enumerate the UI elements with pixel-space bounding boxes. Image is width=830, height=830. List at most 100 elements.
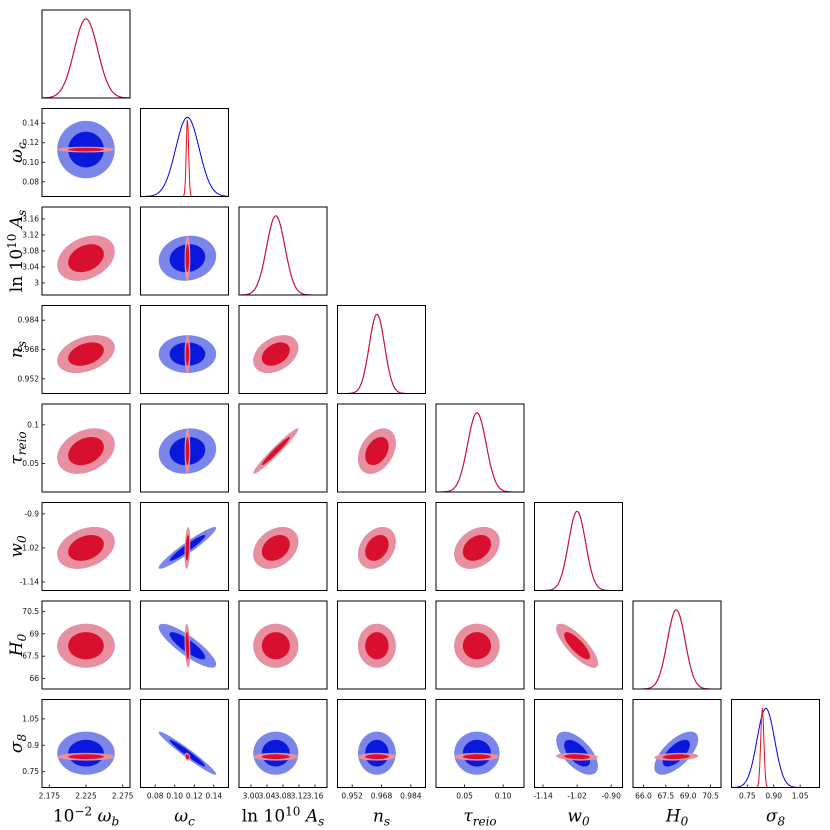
contour-68-red [68, 244, 104, 273]
x-axis-label-ln10As: ln 1010 As [242, 805, 325, 829]
panel-2d-w_0-sigma_8: -1.14 -1.02 -0.90 [533, 699, 623, 801]
posterior-curve-blue [239, 215, 327, 295]
contour-68-red [365, 754, 389, 760]
contour-68-red [185, 632, 190, 660]
contour-68-red [185, 244, 190, 273]
panel-2d-omega_b-n_s: 0.952 0.968 0.984 [18, 305, 131, 394]
panel-frame [731, 699, 820, 788]
panel-1d-w_0 [534, 502, 623, 591]
panel-frame [140, 206, 229, 296]
panel-2d-n_s-sigma_8: 0.952 0.968 0.984 [337, 699, 426, 801]
panel-frame [337, 600, 426, 690]
panel-2d-H_0-sigma_8: 66.0 67.5 69.0 70.5 [632, 699, 722, 801]
panel-frame [41, 502, 131, 591]
panel-frame [140, 502, 229, 591]
panel-2d-omega_b-tau_reio: 0.05 0.1 [22, 403, 131, 493]
posterior-curve-blue [633, 609, 721, 689]
contour-68-red [68, 342, 104, 366]
panel-frame [140, 305, 229, 394]
panel-2d-tau_reio-w_0 [435, 502, 525, 591]
contour-68-red [261, 342, 290, 366]
panel-2d-ln10As-w_0 [238, 502, 328, 591]
y-tick-label: 0.12 [22, 138, 39, 147]
y-tick-label: 0.10 [22, 158, 39, 167]
panel-1d-n_s [337, 305, 426, 394]
panel-frame [238, 502, 328, 591]
panel-1d-omega_b [41, 9, 131, 99]
x-tick-label: 2.275 [112, 792, 134, 801]
contour-68-red [462, 632, 491, 660]
panel-2d-omega_c-tau_reio [140, 403, 229, 493]
y-axis-label-omega_c: ωc [7, 142, 29, 163]
contour-68-red [185, 754, 190, 760]
y-tick-label: 0.9 [27, 741, 39, 750]
x-tick-label: 67.5 [657, 792, 674, 801]
contour-68-red [185, 437, 190, 466]
panel-2d-omega_c-n_s [140, 305, 229, 394]
contour-68-red [68, 437, 104, 466]
y-tick-label: 1.05 [22, 714, 39, 723]
panel-2d-omega_c-w_0 [140, 502, 229, 591]
posterior-curve-red [140, 119, 229, 197]
panel-1d-H_0 [632, 600, 722, 690]
panel-frame [337, 403, 426, 493]
posterior-curve-red [534, 510, 623, 591]
contour-68-red [365, 534, 389, 561]
y-tick-label: 0.75 [22, 767, 39, 776]
contour-68-red [185, 342, 190, 366]
x-tick-label: 1.05 [792, 792, 809, 801]
panel-2d-n_s-tau_reio [337, 403, 426, 493]
panel-frame [435, 600, 525, 690]
y-tick-label: 0.984 [18, 316, 40, 325]
panel-2d-n_s-w_0 [337, 502, 426, 591]
x-tick-label: 0.90 [765, 792, 782, 801]
panel-frame [534, 600, 623, 690]
panel-2d-omega_c-sigma_8: 0.08 0.10 0.12 0.14 [140, 699, 229, 801]
panel-frame [140, 403, 229, 493]
y-tick-label: 3.04 [22, 263, 39, 272]
x-tick-label: 3.16 [307, 792, 324, 801]
posterior-curve-red [633, 609, 721, 689]
x-tick-label: 0.10 [166, 792, 183, 801]
y-axis-label-tau_reio: τreio [7, 431, 29, 464]
contour-68-red [365, 632, 389, 660]
panel-frame [632, 699, 722, 788]
panel-frame [435, 502, 525, 591]
contour-68-red [185, 534, 190, 561]
panel-frame [632, 600, 722, 690]
panel-1d-sigma_8: 0.75 0.90 1.05 [731, 699, 820, 801]
contour-68-red [662, 754, 690, 760]
panel-frame [435, 699, 525, 788]
x-tick-label: 3.12 [291, 792, 308, 801]
x-tick-label: 70.5 [702, 792, 719, 801]
contour-68-red [462, 754, 491, 760]
y-tick-label: -0.9 [24, 509, 39, 518]
posterior-curve-blue [436, 412, 524, 492]
y-axis-label-H_0: H0 [7, 633, 29, 657]
contour-68-red [261, 632, 290, 660]
panel-frame [140, 600, 229, 690]
x-tick-label: 0.05 [456, 792, 473, 801]
panel-frame [238, 403, 328, 493]
panel-2d-omega_b-w_0: -1.14 -1.02 -0.9 [20, 502, 131, 591]
panel-2d-ln10As-tau_reio [238, 403, 328, 493]
x-tick-label: 3.08 [275, 792, 292, 801]
panel-2d-tau_reio-H_0 [435, 600, 525, 690]
panel-frame [238, 305, 328, 394]
panel-frame [41, 600, 131, 690]
panel-frame [140, 699, 229, 788]
contour-68-red [68, 754, 104, 760]
posterior-curve-blue [534, 510, 623, 591]
x-tick-label: 3.04 [259, 792, 276, 801]
posterior-curve-blue [140, 116, 229, 197]
posterior-curve-blue [731, 707, 820, 788]
posterior-curve-red [42, 18, 130, 98]
contour-68-red [68, 147, 104, 152]
panel-frame [41, 403, 131, 493]
x-tick-label: 2.175 [39, 792, 61, 801]
x-tick-label: 0.10 [495, 792, 512, 801]
panel-2d-n_s-H_0 [337, 600, 426, 690]
panel-frame [41, 108, 131, 197]
posterior-curve-blue [42, 18, 130, 98]
y-tick-label: 3.12 [22, 231, 39, 240]
